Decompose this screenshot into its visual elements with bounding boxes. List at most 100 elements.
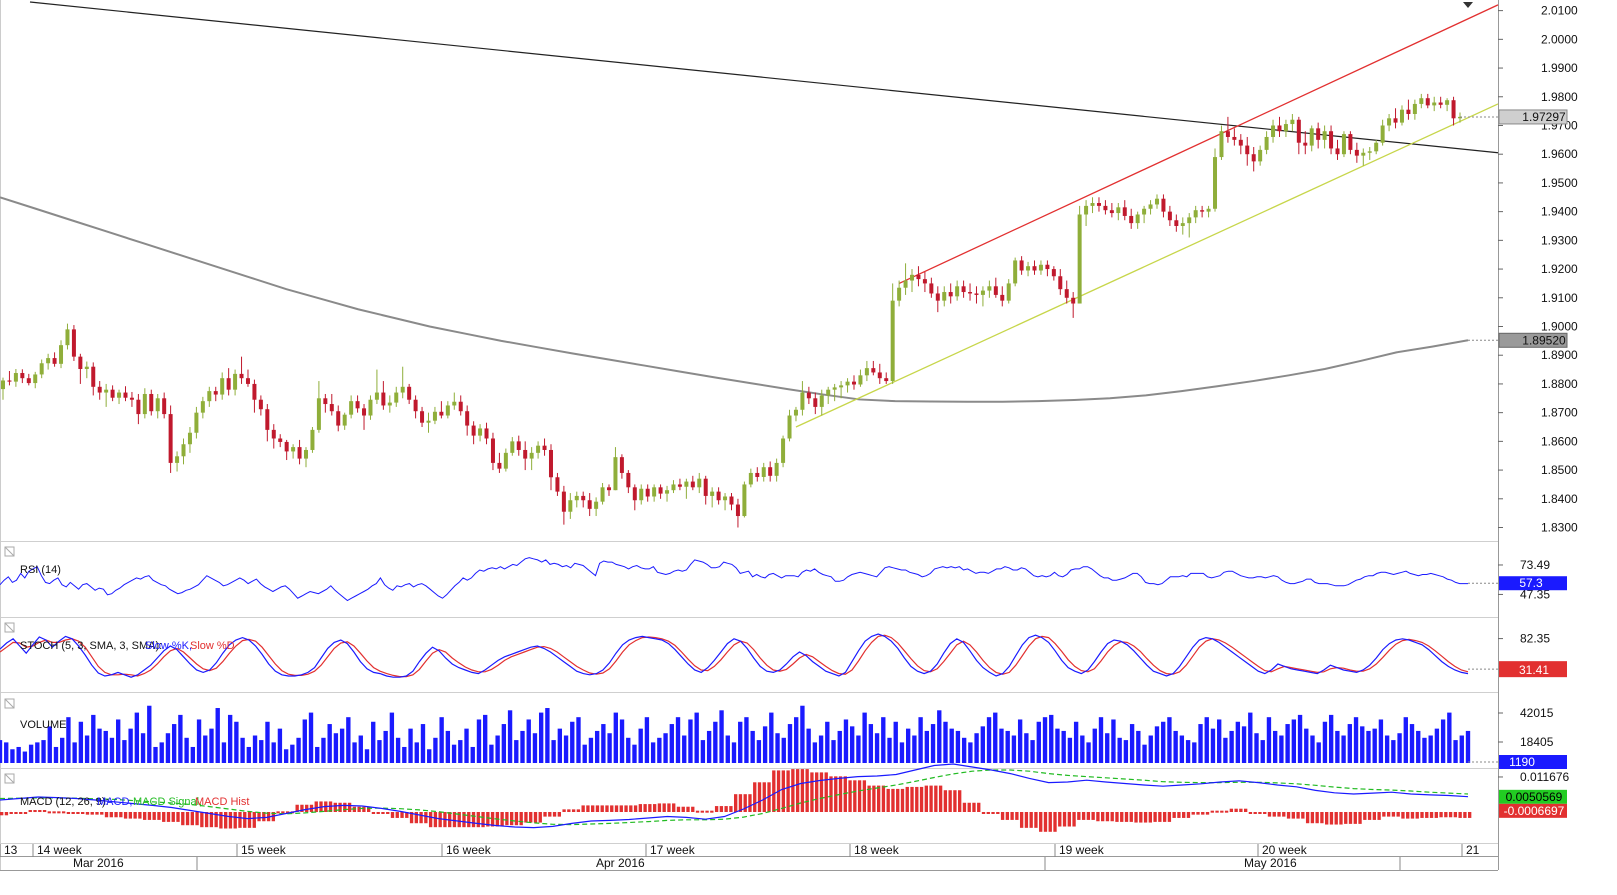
candle: [1109, 203, 1114, 218]
candle-body: [884, 378, 889, 382]
volume-bar: [1192, 742, 1197, 763]
volume-bar: [1005, 730, 1010, 763]
volume-bar: [1304, 728, 1309, 763]
volume-bar: [321, 737, 326, 763]
volume-bar: [420, 724, 426, 763]
volume-bar: [1372, 728, 1377, 763]
macd-hist-bar: [138, 812, 142, 819]
candle-body: [181, 444, 186, 457]
volume-bar: [358, 735, 363, 763]
candle: [136, 393, 141, 425]
macd-hist-bar: [1096, 812, 1100, 822]
volume-bar: [1185, 740, 1191, 763]
volume-bar: [1235, 721, 1241, 763]
candle-body: [1348, 134, 1353, 150]
candle: [194, 406, 199, 439]
volume-bar: [949, 728, 954, 763]
volume-bar: [532, 733, 538, 763]
macd-hist-bar: [576, 809, 581, 812]
candle-body: [832, 387, 837, 390]
macd-hist-bar: [314, 801, 318, 812]
macd-hist-bar: [371, 812, 376, 814]
macd-hist-bar: [562, 809, 566, 812]
macd-hist-bar: [824, 772, 828, 812]
macd-hist-bar: [1148, 812, 1152, 823]
candle-body: [129, 397, 134, 400]
macd-hist-bar: [867, 785, 871, 812]
candle-body: [33, 374, 38, 384]
macd-hist-bar: [1086, 812, 1091, 820]
volume-bar: [277, 728, 283, 763]
macd-hist-bar: [1072, 812, 1076, 827]
macd-hist-bar: [4, 812, 9, 816]
candle-body: [245, 378, 250, 384]
candle-body: [1000, 294, 1005, 301]
volume-bar: [128, 728, 133, 763]
price-tick-label: 1.8700: [1541, 406, 1578, 420]
candle: [13, 368, 18, 387]
candle-body: [980, 290, 985, 295]
candle: [690, 475, 695, 491]
candle-body: [1142, 208, 1147, 215]
macd-hist-bar: [252, 812, 256, 828]
candle-body: [864, 368, 869, 376]
candle: [1006, 279, 1011, 304]
grid: [0, 0, 1499, 870]
macd-hist-bar: [204, 812, 209, 828]
macd-hist-bar: [1143, 812, 1148, 823]
candle-body: [1148, 204, 1153, 209]
volume-bar: [1210, 728, 1216, 763]
candle-body: [1458, 116, 1462, 119]
candle-body: [935, 293, 940, 301]
volume-bar: [601, 724, 606, 763]
candle: [1167, 205, 1172, 226]
candle: [78, 353, 83, 384]
candle-body: [1445, 100, 1450, 105]
volume-bar: [725, 735, 730, 763]
volume-bar: [1440, 719, 1446, 763]
volume-bar: [794, 717, 799, 763]
macd-last-label: 0.0050569: [1506, 790, 1563, 804]
macd-hist-bar: [648, 804, 652, 812]
macd-hist-bar: [1101, 812, 1105, 822]
candle: [1103, 200, 1108, 215]
rsi-panel: [0, 557, 1498, 602]
price-tick-label: 1.9800: [1541, 90, 1578, 104]
candle: [1200, 205, 1205, 218]
candle-body: [381, 392, 386, 406]
candle-body: [1161, 198, 1166, 212]
macd-signal-label: MACD Signal,: [133, 796, 202, 808]
macd-hist-bar: [457, 812, 461, 828]
macd-hist-bar: [1058, 812, 1062, 827]
candle-body: [323, 398, 328, 405]
volume-bar: [1316, 742, 1321, 763]
volume-bar: [1080, 735, 1085, 763]
candle-body: [987, 286, 992, 291]
macd-hist-bar: [815, 772, 819, 812]
macd-hist-bar: [1172, 812, 1176, 818]
candle-body: [187, 432, 192, 445]
stoch-k-line: [0, 633, 1469, 678]
stoch-icon-cross: [4, 622, 15, 633]
volume-bar: [153, 746, 158, 763]
candle: [568, 493, 573, 519]
macd-hist-bar: [1386, 812, 1391, 817]
volume-bar: [109, 737, 115, 763]
macd-hist-bar: [419, 812, 423, 824]
macd-hist-bar: [114, 812, 118, 818]
candle-body: [1258, 149, 1263, 162]
candle: [129, 391, 134, 407]
volume-bar: [731, 742, 737, 763]
candle: [142, 388, 147, 419]
candle: [1290, 113, 1295, 132]
volume-bar: [1073, 721, 1079, 763]
volume-bar: [930, 724, 936, 763]
macd-hist-bar: [490, 812, 495, 827]
macd-hist-bar: [400, 812, 404, 818]
candle: [226, 368, 231, 396]
candle: [684, 478, 689, 499]
candle-body: [574, 495, 579, 501]
candle-body: [420, 411, 425, 423]
candle: [929, 277, 934, 298]
volume-bar: [451, 744, 457, 763]
